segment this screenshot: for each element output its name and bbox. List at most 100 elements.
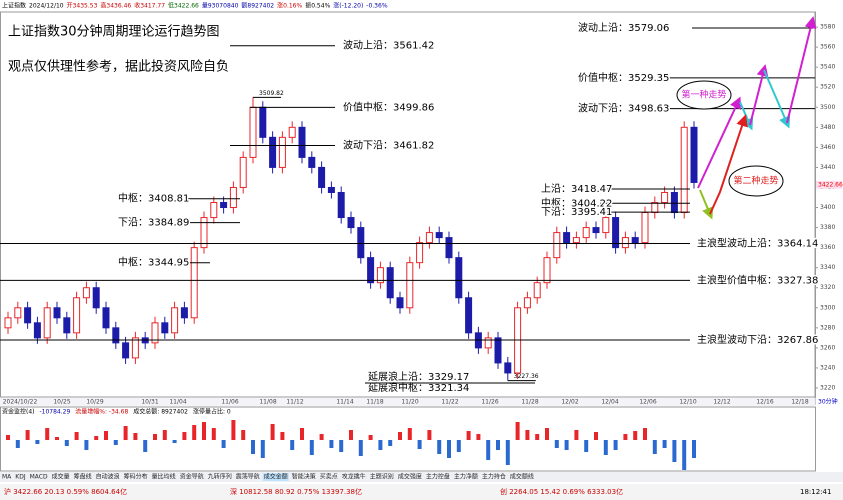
flow-bar [613,440,618,450]
x-tick-label: 11/04 [169,399,186,406]
candle-body [220,202,228,209]
candle-body [278,136,286,168]
toolbar-tab[interactable]: 量比均线 [152,473,176,481]
x-tick-label: 12/04 [601,399,618,406]
level-value: 3529.35 [628,73,669,84]
flow-bar [643,428,647,440]
level-name: 上沿： [541,183,571,195]
extreme-label: 3509.82 [259,90,284,97]
flow-bar [35,440,40,444]
plot: 3220 3240 3260 3280 3300 3320 3340 3360 3380 3400… [0,20,843,406]
toolbar-tab[interactable]: 成交额线 [510,473,534,481]
header-item: 收3417.77 [134,2,165,10]
y-tick-label: 3340 [820,264,835,271]
x-tick-label: 11/26 [481,399,498,406]
chart-title: 上证指数30分钟周期理论运行趋势图 [8,24,220,40]
indicator-frame [0,406,816,472]
flow-bar [525,430,530,440]
flow-bar [329,440,334,448]
x-tick-label: 11/22 [441,399,458,406]
x-tick-label: 12/06 [639,399,656,406]
toolbar-tab[interactable]: 自动波浪 [96,473,120,481]
candle-body [327,186,335,193]
candle-body [33,322,41,339]
flow-bar [515,422,520,440]
chart-note: 观点仅供理性参考，据此投资风险自负 [8,59,229,75]
candle-body [239,156,247,188]
flow-bar [211,428,216,440]
level-label: 波动下沿：3461.82 [343,139,434,152]
toolbar-tab[interactable]: MACD [30,474,48,481]
level-name: 价值中枢： [343,100,393,113]
toolbar-tab[interactable]: 筹码分布 [124,473,148,481]
y-tick-label: 3460 [820,144,835,151]
flow-bar [594,432,598,440]
status-items: 沪 3422.66 20.13 0.59% 8604.64亿 深 10812.58… [4,487,831,496]
flow-bar [672,440,677,462]
flow-bar [388,440,393,446]
scenario-ellipse [676,80,732,110]
toolbar-tab[interactable]: 震荡导航 [236,473,260,481]
toolbar-tab[interactable]: 九转序列 [208,473,232,481]
toolbar-tab[interactable]: 智能决策 [292,473,316,481]
candle-body [376,267,384,284]
flow-bar [535,434,540,440]
toolbar-tab[interactable]: 买卖点 [320,473,338,481]
arrow [739,101,754,131]
arrow [697,96,741,189]
toolbar-tab[interactable]: KDJ [15,474,26,481]
y-tick-label: 3400 [820,204,835,211]
y-tick-label: 3320 [820,284,835,291]
flow-bar [476,434,481,440]
toolbar-tab[interactable]: 资金导航 [180,473,204,481]
level-name: 主浪型波动下沿： [697,333,777,346]
note-value: 3329.17 [428,372,469,383]
flow-bar [64,440,69,446]
flow-bar [270,424,275,440]
toolbar-tab[interactable]: 主题识别 [370,473,394,481]
toolbar-tab[interactable]: 筹盘线 [74,473,92,481]
flow-bar [564,440,569,450]
level-label: 主浪型波动下沿：3267.86 [697,333,818,346]
note-label: 延展浪上沿：3329.17 [368,370,469,383]
x-tick-label: 12/16 [756,399,773,406]
toolbar-tab[interactable]: 成交金额 [264,473,288,481]
candle-body [171,307,179,334]
note-label: 延展浪中枢：3321.34 [368,381,469,394]
toolbar-tab[interactable]: 主力净额 [454,473,478,481]
candle-body [680,126,688,214]
toolbar-tab[interactable]: 成交强度 [398,473,422,481]
indicator-readout: 涨停量占比: 0 [193,408,231,416]
header-item: 2024/12/10 [29,3,64,10]
y-tick-label: 3280 [820,324,835,331]
candle-body [533,282,541,299]
candle-body [229,186,237,209]
flow-bar [358,440,363,456]
level-value: 3498.63 [628,104,669,115]
y-tick-label: 3360 [820,244,835,251]
x-tick-label: 11/28 [521,399,538,406]
candle-body [670,191,678,214]
toolbar-tab[interactable]: 攻龙擒牛 [342,473,366,481]
y-tick-label: 3480 [820,124,835,131]
candle-body [53,307,61,319]
note-value: 3321.34 [428,383,469,394]
x-tick-label: 11/06 [221,399,238,406]
tab-highlight [262,473,289,481]
level-name: 下沿： [541,206,571,218]
arrow [763,69,791,129]
candle-body [298,126,306,158]
toolbar-tab[interactable]: 主力控盘 [426,473,450,481]
y-tick-label: 3240 [820,364,835,371]
flow-bar [15,440,20,448]
flow-bar [133,433,138,440]
flow-bar [104,431,108,440]
y-tick-label: 3560 [820,44,835,51]
candle-body [435,232,443,239]
toolbar-tab[interactable]: MA [2,474,12,481]
toolbar-tab[interactable]: 成交量 [52,473,70,481]
level-name: 波动下沿： [343,139,393,152]
toolbar-tab[interactable]: 主力持仓 [482,473,506,481]
header-item: 低3422.66 [168,2,199,10]
flow-bar [55,437,59,440]
